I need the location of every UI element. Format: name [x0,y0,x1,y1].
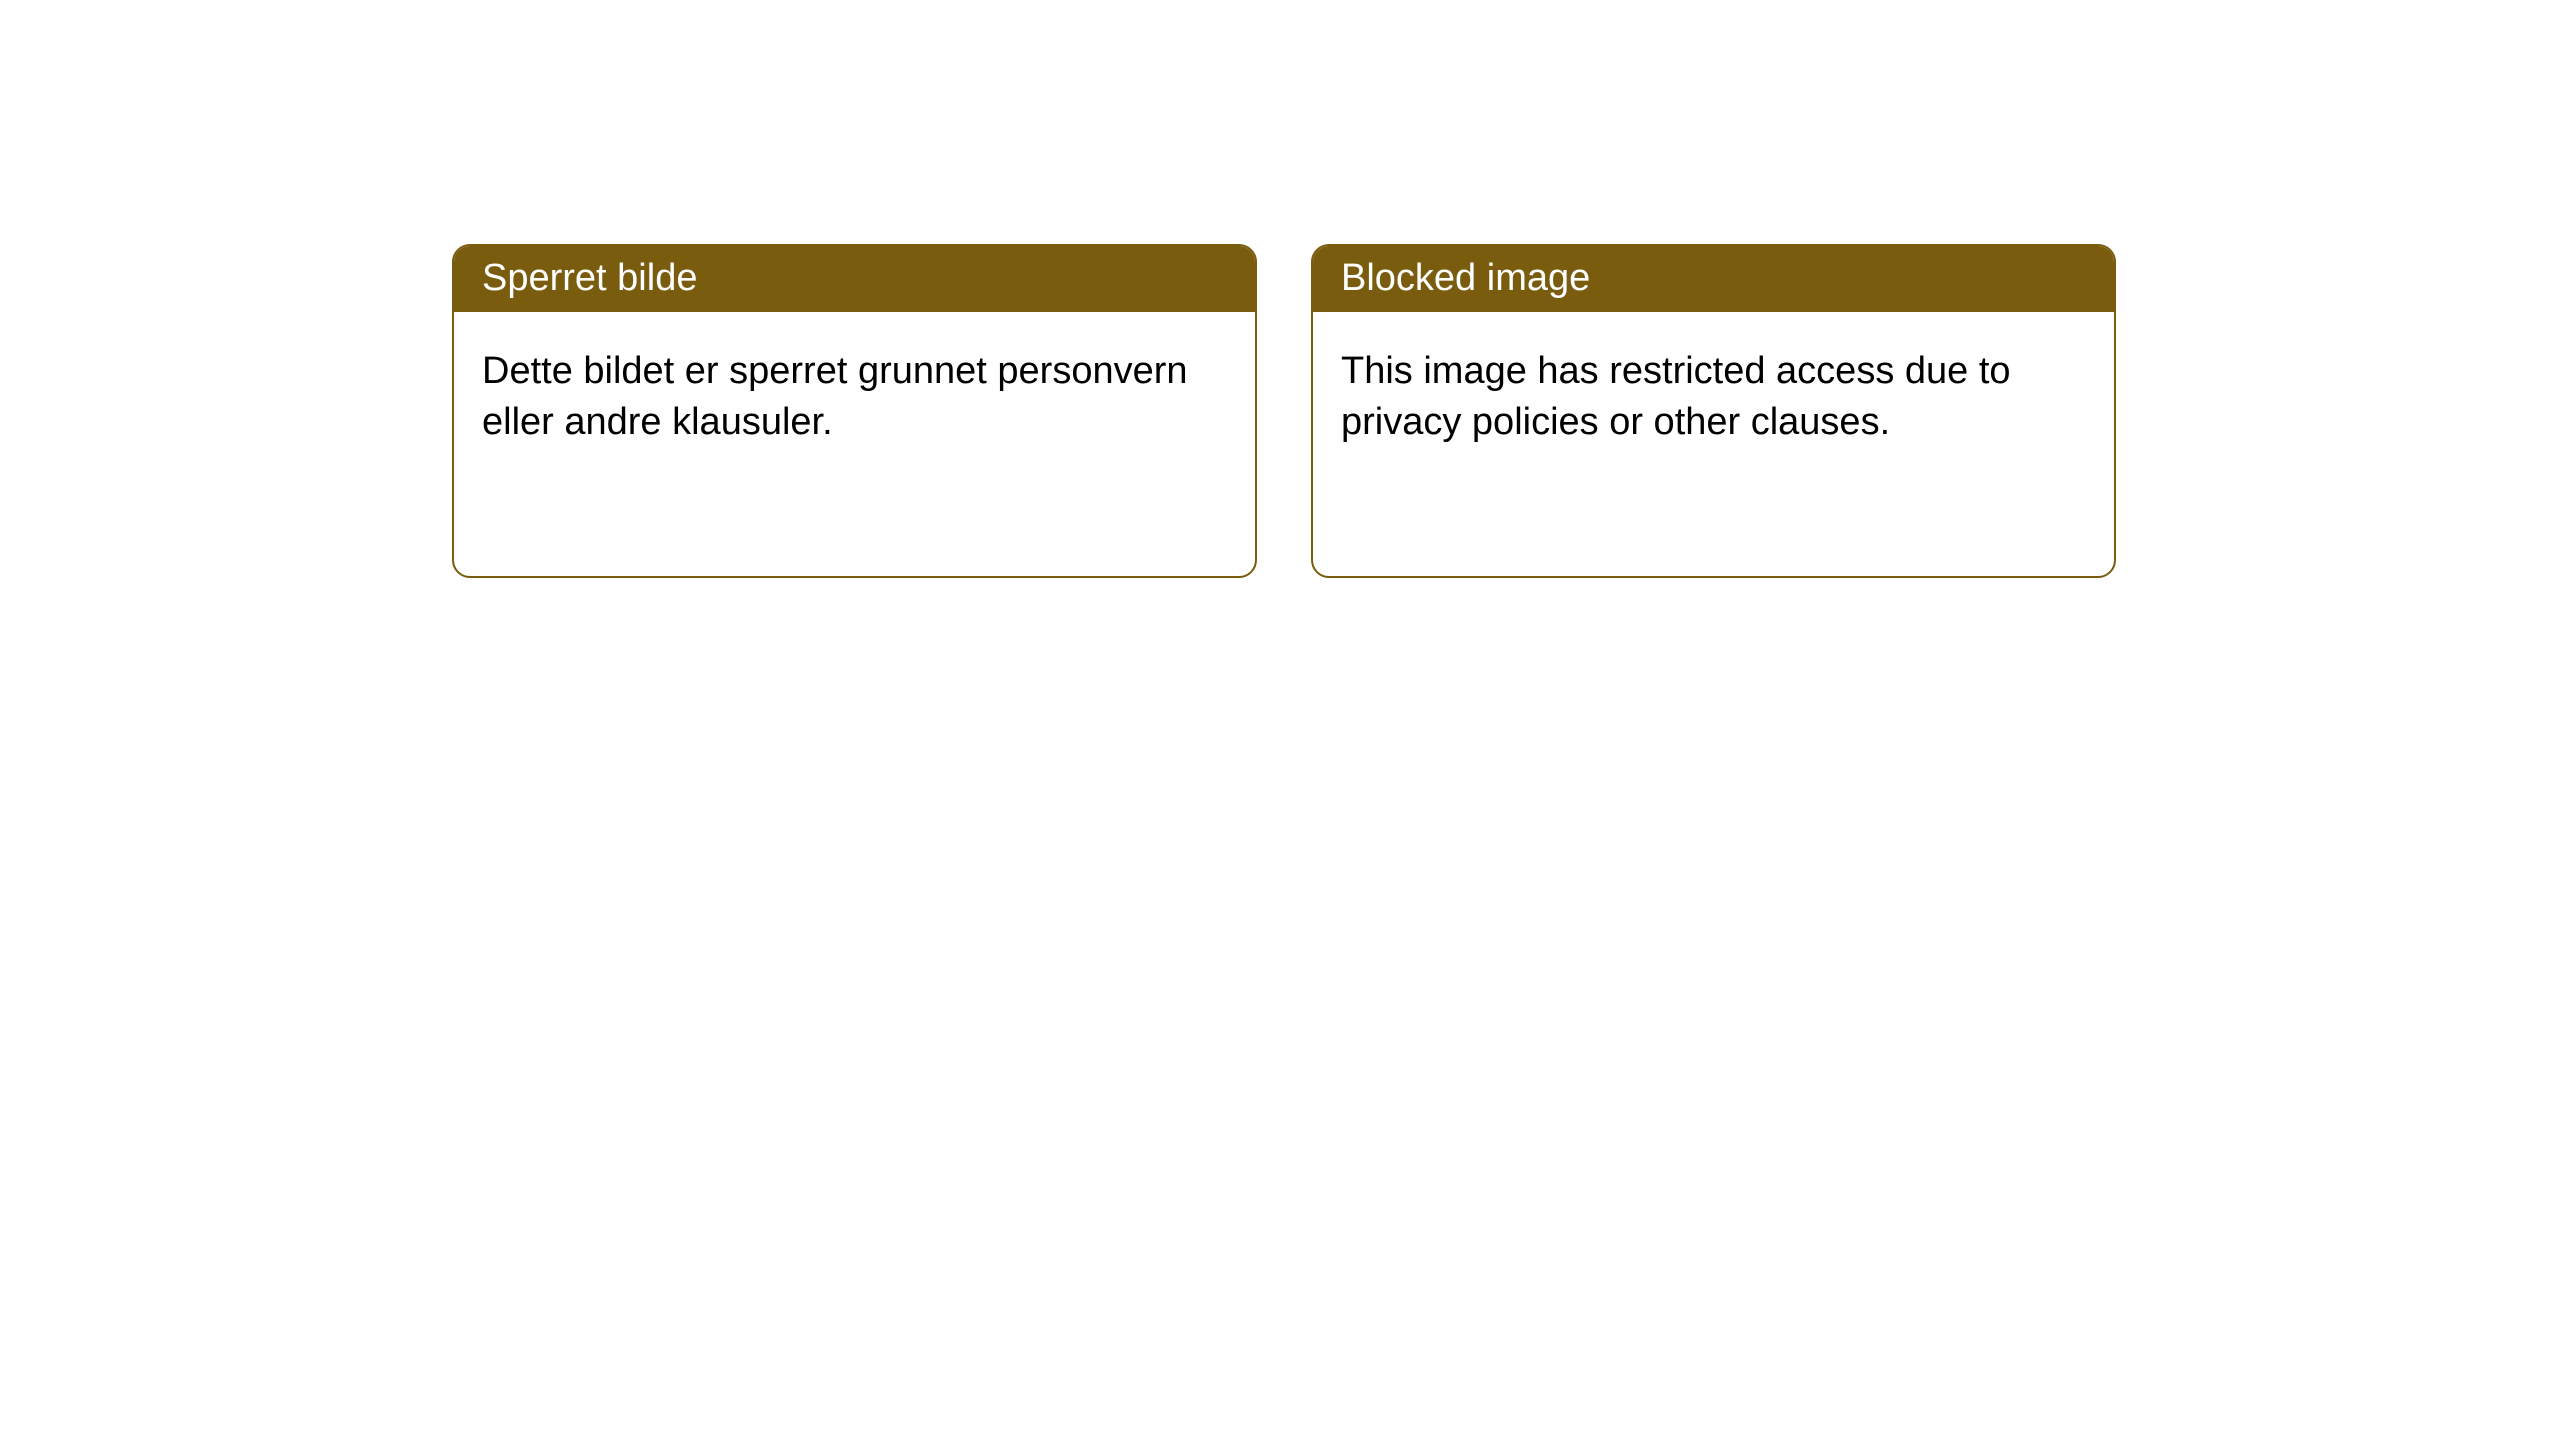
info-card-english: Blocked image This image has restricted … [1311,244,2116,578]
card-body: This image has restricted access due to … [1313,312,2114,483]
card-title: Blocked image [1341,257,1590,299]
info-card-norwegian: Sperret bilde Dette bildet er sperret gr… [452,244,1257,578]
card-message: Dette bildet er sperret grunnet personve… [482,350,1188,443]
info-cards-container: Sperret bilde Dette bildet er sperret gr… [452,244,2116,578]
card-header: Sperret bilde [454,246,1255,312]
card-header: Blocked image [1313,246,2114,312]
card-message: This image has restricted access due to … [1341,350,2011,443]
card-title: Sperret bilde [482,257,697,299]
card-body: Dette bildet er sperret grunnet personve… [454,312,1255,483]
